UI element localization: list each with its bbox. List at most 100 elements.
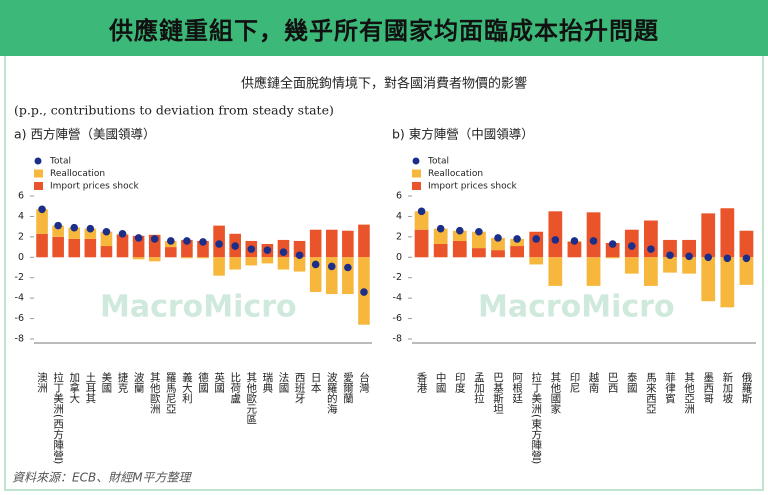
y-tick-label: -8 — [393, 334, 402, 345]
bar-segment — [52, 236, 64, 258]
x-tick-label: 其他歐元區 — [245, 372, 257, 425]
x-tick-label: 巴基斯坦 — [492, 372, 504, 414]
total-dot — [327, 262, 336, 271]
y-tick-label: -4 — [393, 293, 402, 304]
legend-label: Reallocation — [50, 169, 105, 179]
x-tick-label: 其他亞洲 — [683, 372, 695, 414]
x-tick-label: 瑞典 — [261, 372, 273, 394]
bar-segment — [181, 257, 193, 259]
total-dot — [102, 227, 111, 236]
x-tick-label: 美國 — [100, 371, 112, 394]
x-tick-label: 菲律賓 — [664, 372, 676, 404]
bar-segment — [325, 257, 338, 295]
bar-segment — [68, 238, 81, 258]
x-tick-label: 羅馬尼亞 — [165, 372, 177, 414]
legend-label: Total — [427, 157, 449, 167]
bar-segment — [229, 257, 241, 270]
total-dot — [38, 205, 46, 214]
bar-segment — [414, 211, 429, 230]
bar-segment — [261, 257, 274, 264]
bar-segment — [181, 239, 193, 258]
y-tick-label: 6 — [18, 191, 24, 202]
total-dot — [231, 242, 239, 250]
bar-segment — [510, 246, 524, 258]
y-tick-label: -8 — [15, 334, 24, 345]
x-tick-label: 土耳其 — [84, 371, 96, 404]
x-tick-label: 孟加拉 — [473, 372, 485, 404]
legend-label: Import prices shock — [428, 182, 518, 192]
x-tick-label: 愛爾蘭 — [342, 371, 354, 404]
bar-segment — [245, 257, 258, 266]
x-tick-label: 馬來西亞 — [645, 372, 657, 414]
bar-segment — [342, 257, 354, 295]
x-tick-label: 印尼 — [568, 372, 580, 394]
bar-segment — [567, 241, 582, 258]
bar-segment — [605, 257, 620, 259]
total-dot — [247, 245, 256, 253]
x-tick-label: 香港 — [416, 372, 428, 393]
watermark: MacroMicro — [100, 290, 297, 325]
y-tick-label: -6 — [15, 313, 24, 324]
x-tick-label: 印度 — [454, 372, 466, 394]
bar-segment — [548, 257, 563, 286]
bar-segment — [663, 239, 677, 258]
bar-segment — [624, 257, 639, 274]
bar-segment — [116, 234, 129, 258]
bar-segment — [663, 257, 677, 273]
bar-segment — [197, 240, 209, 258]
subtitle: 供應鏈全面脫鉤情境下，對各國消費者物價的影響 — [241, 76, 527, 92]
y-tick-label: -2 — [15, 272, 24, 283]
x-tick-label: 德國 — [197, 371, 209, 394]
x-tick-label: 其他歐洲 — [149, 372, 161, 414]
bar-segment — [682, 239, 696, 258]
legend-label: Import prices shock — [50, 182, 140, 192]
source: 資料來源：ECB、財經M平方整理 — [12, 471, 193, 485]
bar-segment — [605, 242, 620, 258]
total-dot — [86, 224, 95, 233]
x-tick-label: 越南 — [588, 371, 600, 393]
total-dot — [627, 242, 636, 250]
total-dot — [54, 221, 62, 230]
x-tick-label: 台灣 — [358, 371, 370, 394]
y-tick-label: 6 — [396, 191, 402, 202]
bar-segment — [701, 257, 716, 302]
bar-segment — [414, 229, 429, 258]
panel-title: a) 西方陣營（美國領導） — [14, 127, 156, 142]
total-dot — [704, 253, 713, 262]
total-dot — [608, 240, 617, 248]
legend-swatch — [412, 182, 421, 190]
x-tick-label: 阿根廷 — [511, 372, 523, 404]
total-dot — [199, 238, 207, 246]
watermark: MacroMicro — [478, 290, 675, 325]
x-tick-label: 澳洲 — [36, 371, 48, 393]
bar-segment — [433, 244, 448, 258]
bar-segment — [358, 224, 370, 258]
bar-segment — [739, 257, 754, 285]
total-dot — [494, 234, 502, 242]
bar-segment — [52, 225, 64, 237]
total-dot — [570, 237, 579, 245]
bar-segment — [452, 230, 467, 241]
bar-segment — [165, 247, 177, 258]
y-tick-label: -6 — [393, 313, 402, 324]
total-dot — [263, 246, 272, 254]
bar-segment — [491, 237, 505, 251]
bar-segment — [739, 230, 754, 258]
y-tick-label: -2 — [393, 272, 402, 283]
total-dot — [360, 288, 368, 296]
total-dot — [455, 226, 464, 235]
x-tick-label: 墨西哥 — [702, 372, 714, 404]
x-tick-label: 新加坡 — [721, 371, 733, 404]
bar-segment — [309, 229, 322, 258]
total-dot — [513, 235, 521, 243]
bar-segment — [213, 257, 225, 276]
total-dot — [70, 223, 79, 232]
bar-segment — [148, 234, 161, 258]
bar-segment — [100, 231, 113, 247]
total-dot — [134, 234, 143, 242]
bar-segment — [36, 209, 48, 234]
total-dot — [311, 260, 320, 269]
bar-segment — [472, 248, 486, 258]
bar-segment — [100, 246, 113, 258]
total-dot — [666, 251, 674, 260]
